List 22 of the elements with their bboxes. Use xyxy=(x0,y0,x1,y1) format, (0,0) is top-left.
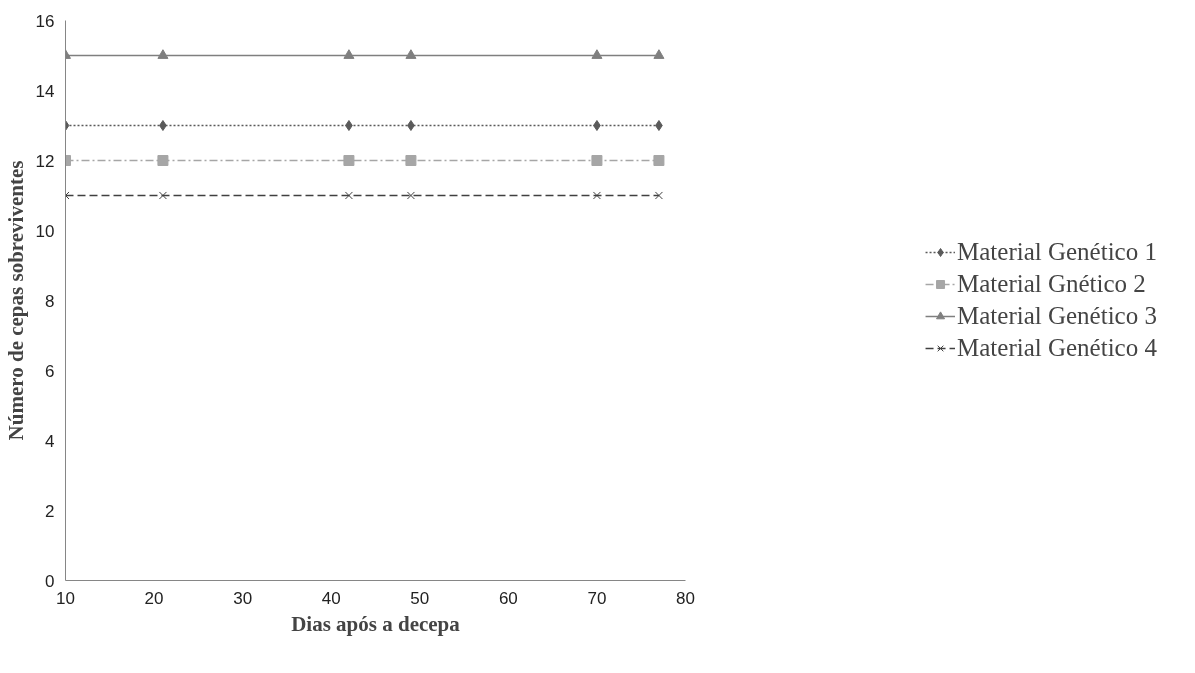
x-tick-label: 60 xyxy=(498,588,518,608)
legend-label: Material Gnético 2 xyxy=(957,270,1146,298)
x-tick-label: 50 xyxy=(410,588,430,608)
y-tick-label: 0 xyxy=(45,571,55,591)
x-tick-label: 40 xyxy=(321,588,341,608)
legend-label: Material Genético 3 xyxy=(957,302,1157,330)
y-tick-label: 10 xyxy=(35,221,55,241)
y-tick-label: 2 xyxy=(45,501,55,521)
x-tick-label: 30 xyxy=(233,588,253,608)
y-tick-label: 12 xyxy=(35,151,55,171)
y-tick-label: 16 xyxy=(35,11,55,31)
x-tick-label: 80 xyxy=(676,588,695,608)
x-axis-title: Dias após a decepa xyxy=(291,611,461,636)
y-tick-label: 8 xyxy=(45,291,55,311)
x-tick-label: 20 xyxy=(144,588,164,608)
x-tick-label: 70 xyxy=(587,588,607,608)
legend-label: Material Genético 4 xyxy=(957,334,1157,362)
y-tick-label: 4 xyxy=(45,431,55,451)
y-tick-label: 14 xyxy=(35,81,55,101)
legend-label: Material Genético 1 xyxy=(957,238,1157,266)
y-tick-label: 6 xyxy=(45,361,55,381)
y-axis-title: Número de cepas sobreviventes xyxy=(3,160,28,441)
